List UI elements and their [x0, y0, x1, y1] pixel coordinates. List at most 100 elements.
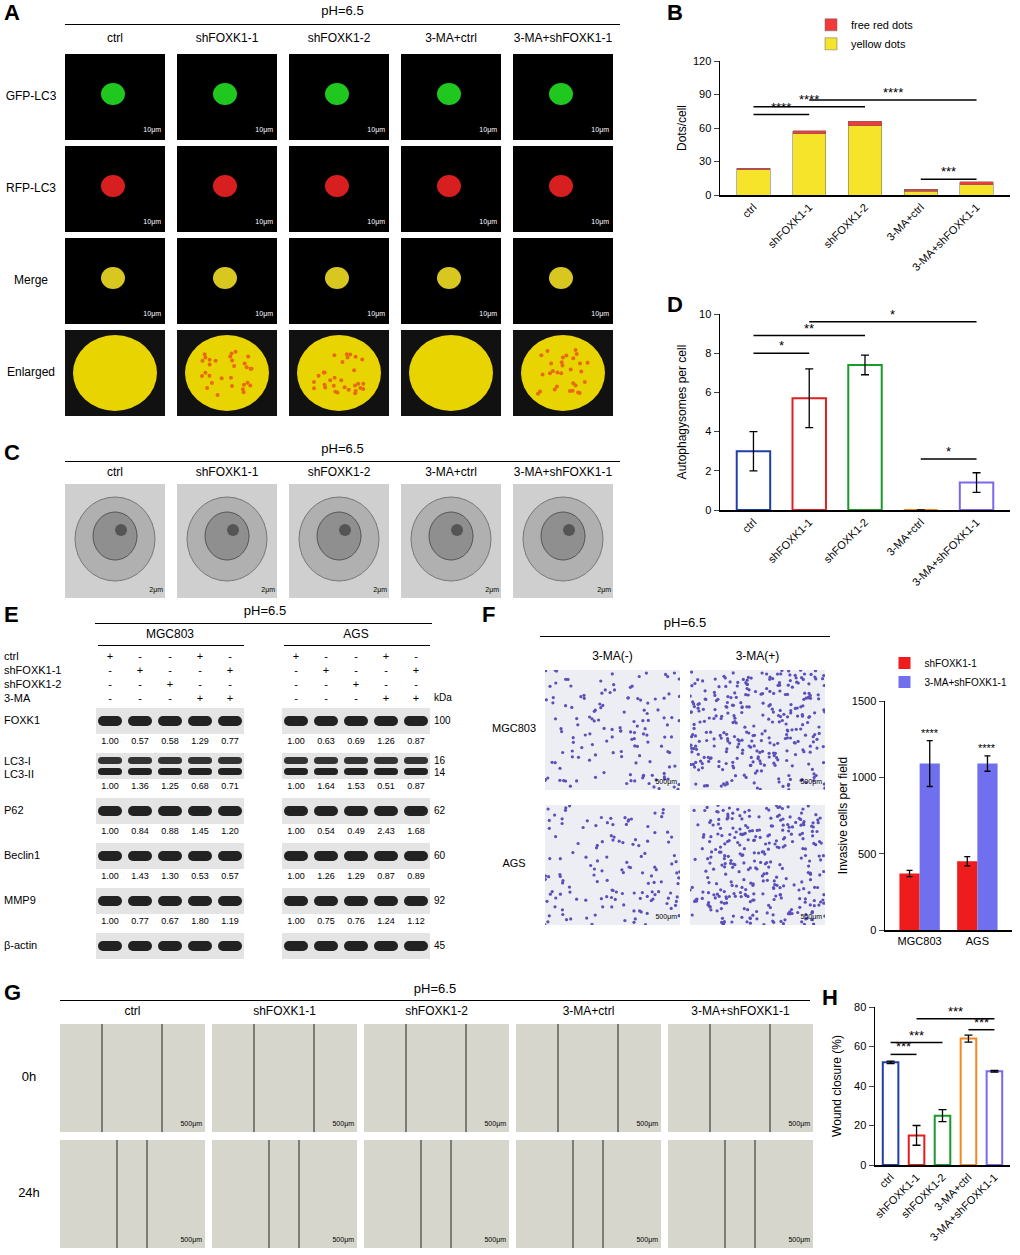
svg-text:6: 6	[705, 386, 711, 398]
svg-text:3-MA+shFOXK1-1: 3-MA+shFOXK1-1	[927, 1171, 999, 1243]
svg-text:10: 10	[699, 308, 711, 320]
html-text:shFOXK1-2: shFOXK1-2	[307, 465, 371, 479]
svg-text:shFOXK1-1: shFOXK1-1	[765, 201, 814, 250]
html-text:3-MA(+): 3-MA(+)	[735, 649, 780, 663]
svg-text:0: 0	[870, 924, 876, 936]
svg-text:2: 2	[705, 465, 711, 477]
html-text:pH=6.5: pH=6.5	[321, 441, 364, 456]
svg-text:3-MA+ctrl: 3-MA+ctrl	[884, 201, 926, 243]
html-text:Merge: Merge	[14, 273, 48, 287]
svg-text:ctrl: ctrl	[740, 516, 759, 535]
html-text:Enlarged: Enlarged	[7, 365, 55, 379]
svg-text:***: ***	[941, 164, 956, 179]
svg-text:shFOXK1-2: shFOXK1-2	[899, 1171, 948, 1220]
html-text:AGS: AGS	[343, 627, 369, 641]
svg-text:MGC803: MGC803	[898, 935, 942, 947]
svg-text:3-MA+ctrl: 3-MA+ctrl	[884, 516, 926, 558]
html-text:LC3-I LC3-II: LC3-I LC3-II	[4, 755, 34, 780]
svg-text:3-MA+shFOXK1-1: 3-MA+shFOXK1-1	[910, 201, 982, 273]
svg-text:3-MA+shFOXK1-1: 3-MA+shFOXK1-1	[910, 516, 982, 588]
svg-text:***: ***	[909, 1028, 924, 1043]
svg-text:3-MA+ctrl: 3-MA+ctrl	[932, 1171, 974, 1213]
html-text:shFOXK1-1: shFOXK1-1	[253, 1004, 316, 1018]
html-text:3-MA+ctrl: 3-MA+ctrl	[425, 465, 477, 479]
html-text:ctrl: ctrl	[4, 650, 19, 662]
html-text:shFOXK1-2: shFOXK1-2	[307, 31, 371, 45]
html-text:3-MA+shFOXK1-1: 3-MA+shFOXK1-1	[513, 31, 613, 45]
svg-text:Dots/cell: Dots/cell	[675, 105, 689, 151]
svg-text:****: ****	[978, 742, 996, 754]
svg-text:*: *	[890, 307, 895, 322]
svg-text:shFOXK1-2: shFOXK1-2	[821, 201, 870, 250]
svg-text:40: 40	[854, 1080, 866, 1092]
svg-text:yellow dots: yellow dots	[851, 38, 906, 50]
html-text:pH=6.5: pH=6.5	[413, 981, 457, 996]
svg-text:3-MA+shFOXK1-1: 3-MA+shFOXK1-1	[925, 677, 1007, 688]
svg-text:90: 90	[699, 88, 711, 100]
html-text:shFOXK1-2: shFOXK1-2	[405, 1004, 468, 1018]
svg-text:0: 0	[705, 504, 711, 516]
svg-text:0: 0	[860, 1159, 866, 1171]
html-text:E: E	[4, 602, 19, 627]
svg-text:Wound closure (%): Wound closure (%)	[830, 1035, 844, 1137]
html-text:GFP-LC3: GFP-LC3	[5, 89, 57, 103]
html-text:B: B	[667, 0, 683, 25]
svg-text:****: ****	[771, 100, 791, 115]
html-text:shFOXK1-1: shFOXK1-1	[4, 664, 62, 676]
svg-text:***: ***	[948, 1004, 963, 1019]
html-text:H: H	[822, 985, 838, 1010]
html-text:0h: 0h	[21, 1069, 37, 1084]
html-text:ctrl: ctrl	[107, 31, 123, 45]
html-text:RFP-LC3: RFP-LC3	[6, 181, 56, 195]
html-text:pH=6.5: pH=6.5	[243, 603, 287, 618]
svg-text:1000: 1000	[852, 771, 876, 783]
svg-text:20: 20	[854, 1119, 866, 1131]
svg-text:0: 0	[705, 189, 711, 201]
svg-text:1500: 1500	[852, 695, 876, 707]
html-text:MGC803: MGC803	[146, 627, 194, 641]
svg-text:8: 8	[705, 347, 711, 359]
svg-text:**: **	[804, 321, 814, 336]
svg-text:*: *	[946, 444, 951, 459]
svg-text:*: *	[779, 338, 784, 353]
svg-text:ctrl: ctrl	[740, 201, 759, 220]
html-text:3-MA+ctrl: 3-MA+ctrl	[425, 31, 477, 45]
svg-text:shFOXK1-1: shFOXK1-1	[925, 658, 978, 669]
svg-text:500: 500	[858, 848, 876, 860]
svg-text:AGS: AGS	[966, 935, 989, 947]
html-text:shFOXK1-1: shFOXK1-1	[195, 465, 259, 479]
svg-text:60: 60	[699, 122, 711, 134]
svg-text:60: 60	[854, 1040, 866, 1052]
html-text:24h: 24h	[18, 1185, 40, 1200]
html-text:pH=6.5: pH=6.5	[321, 3, 364, 18]
svg-text:***: ***	[896, 1039, 911, 1054]
svg-text:shFOXK1-2: shFOXK1-2	[821, 516, 870, 565]
svg-text:****: ****	[883, 85, 903, 100]
svg-text:Invasive cells per field: Invasive cells per field	[836, 757, 850, 874]
html-text:pH=6.5: pH=6.5	[663, 615, 707, 630]
html-text:ctrl: ctrl	[124, 1004, 141, 1018]
html-text:ctrl: ctrl	[107, 465, 123, 479]
html-text:shFOXK1-1: shFOXK1-1	[195, 31, 259, 45]
svg-text:shFOXK1-1: shFOXK1-1	[873, 1171, 922, 1220]
html-text:A: A	[4, 0, 20, 25]
html-text:G: G	[4, 980, 22, 1005]
svg-text:120: 120	[693, 55, 711, 67]
svg-text:****: ****	[921, 727, 939, 739]
html-text:3-MA+ctrl: 3-MA+ctrl	[562, 1004, 615, 1018]
html-text:D: D	[667, 292, 683, 317]
svg-text:free red dots: free red dots	[851, 19, 913, 31]
html-text:F: F	[482, 602, 496, 627]
svg-text:30: 30	[699, 155, 711, 167]
html-text:3-MA(-): 3-MA(-)	[592, 649, 633, 663]
html-text:C: C	[4, 440, 20, 465]
svg-text:4: 4	[705, 425, 711, 437]
svg-text:80: 80	[854, 1001, 866, 1013]
svg-text:***: ***	[974, 1015, 989, 1030]
html-text:3-MA+shFOXK1-1: 3-MA+shFOXK1-1	[513, 465, 613, 479]
html-text:3-MA+shFOXK1-1: 3-MA+shFOXK1-1	[691, 1004, 790, 1018]
svg-text:ctrl: ctrl	[877, 1171, 896, 1190]
svg-text:Autophagysomes per cell: Autophagysomes per cell	[675, 345, 689, 480]
svg-text:shFOXK1-1: shFOXK1-1	[765, 516, 814, 565]
svg-text:****: ****	[799, 92, 819, 107]
